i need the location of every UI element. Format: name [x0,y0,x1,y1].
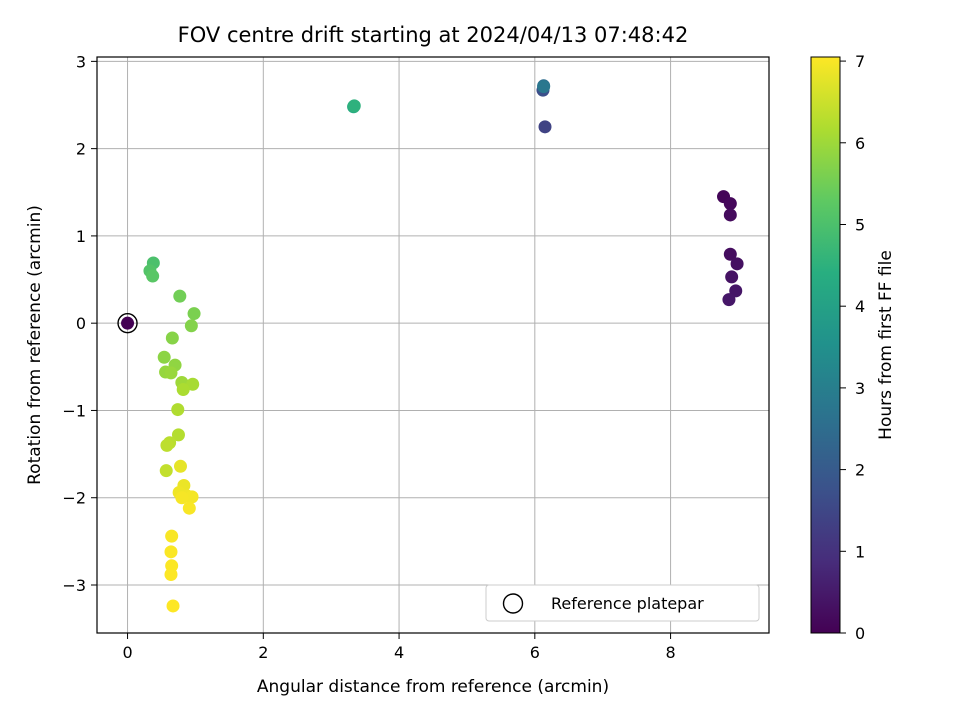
data-point [723,208,737,222]
y-tick-label: 2 [76,140,86,159]
data-point [171,403,185,417]
data-point [176,383,190,397]
data-point [159,464,173,478]
colorbar-tick-label: 2 [855,461,865,480]
data-point [164,366,178,380]
data-point [146,269,160,283]
data-point [182,501,196,515]
data-point [538,120,552,134]
x-tick-label: 6 [530,643,540,662]
y-axis-ticks: −3 −2 −1 0 1 2 3 [62,52,97,595]
data-point [723,247,737,261]
data-point [165,331,179,345]
data-point [160,438,174,452]
colorbar-gradient [810,56,841,634]
data-point [187,307,201,321]
chart-title: FOV centre drift starting at 2024/04/13 … [178,23,689,47]
colorbar-tick-label: 1 [855,542,865,561]
colorbar-tick-label: 7 [855,52,865,71]
y-tick-label: −1 [62,401,86,420]
data-point [175,491,189,505]
data-point [121,316,135,330]
colorbar: 0 1 2 3 4 5 6 7 Hours from first FF file [810,52,896,643]
data-point [157,350,171,364]
legend-marker-reference [502,593,524,614]
reference-marker [117,312,138,334]
data-point [173,289,187,303]
legend-box [485,584,760,622]
colorbar-label: Hours from first FF file [876,250,896,440]
colorbar-tick-label: 3 [855,379,865,398]
colorbar-ticks: 0 1 2 3 4 5 6 7 [840,52,865,643]
x-tick-label: 0 [122,643,132,662]
y-tick-label: −2 [62,489,86,508]
colorbar-tick-label: 0 [855,624,865,643]
y-tick-label: −3 [62,576,86,595]
data-point [729,284,743,298]
data-point [186,377,200,391]
data-point [347,99,361,113]
y-axis-label: Rotation from reference (arcmin) [25,205,45,485]
legend: Reference platepar [485,584,760,622]
colorbar-tick-label: 5 [855,215,865,234]
data-point [173,459,187,473]
data-point [537,80,551,94]
y-tick-label: 0 [76,314,86,333]
y-tick-label: 3 [76,52,86,71]
x-axis-label: Angular distance from reference (arcmin) [257,677,609,697]
colorbar-tick-label: 6 [855,134,865,153]
x-tick-label: 2 [258,643,268,662]
x-tick-label: 4 [394,643,404,662]
scatter-points [117,79,744,613]
data-point [725,270,739,284]
y-tick-label: 1 [76,227,86,246]
data-point [185,490,199,504]
data-point [165,529,179,543]
x-axis-ticks: 0 2 4 6 8 [122,633,676,662]
data-point [723,197,737,211]
data-point [184,319,198,333]
data-point [166,599,180,613]
legend-label-reference: Reference platepar [551,594,704,613]
x-tick-label: 8 [665,643,675,662]
data-point [164,545,178,559]
data-point [730,257,744,271]
data-point [171,428,185,442]
data-point [722,293,736,307]
data-point [164,568,178,582]
plot-frame [96,56,770,634]
colorbar-tick-label: 4 [855,297,865,316]
grid [97,57,769,633]
